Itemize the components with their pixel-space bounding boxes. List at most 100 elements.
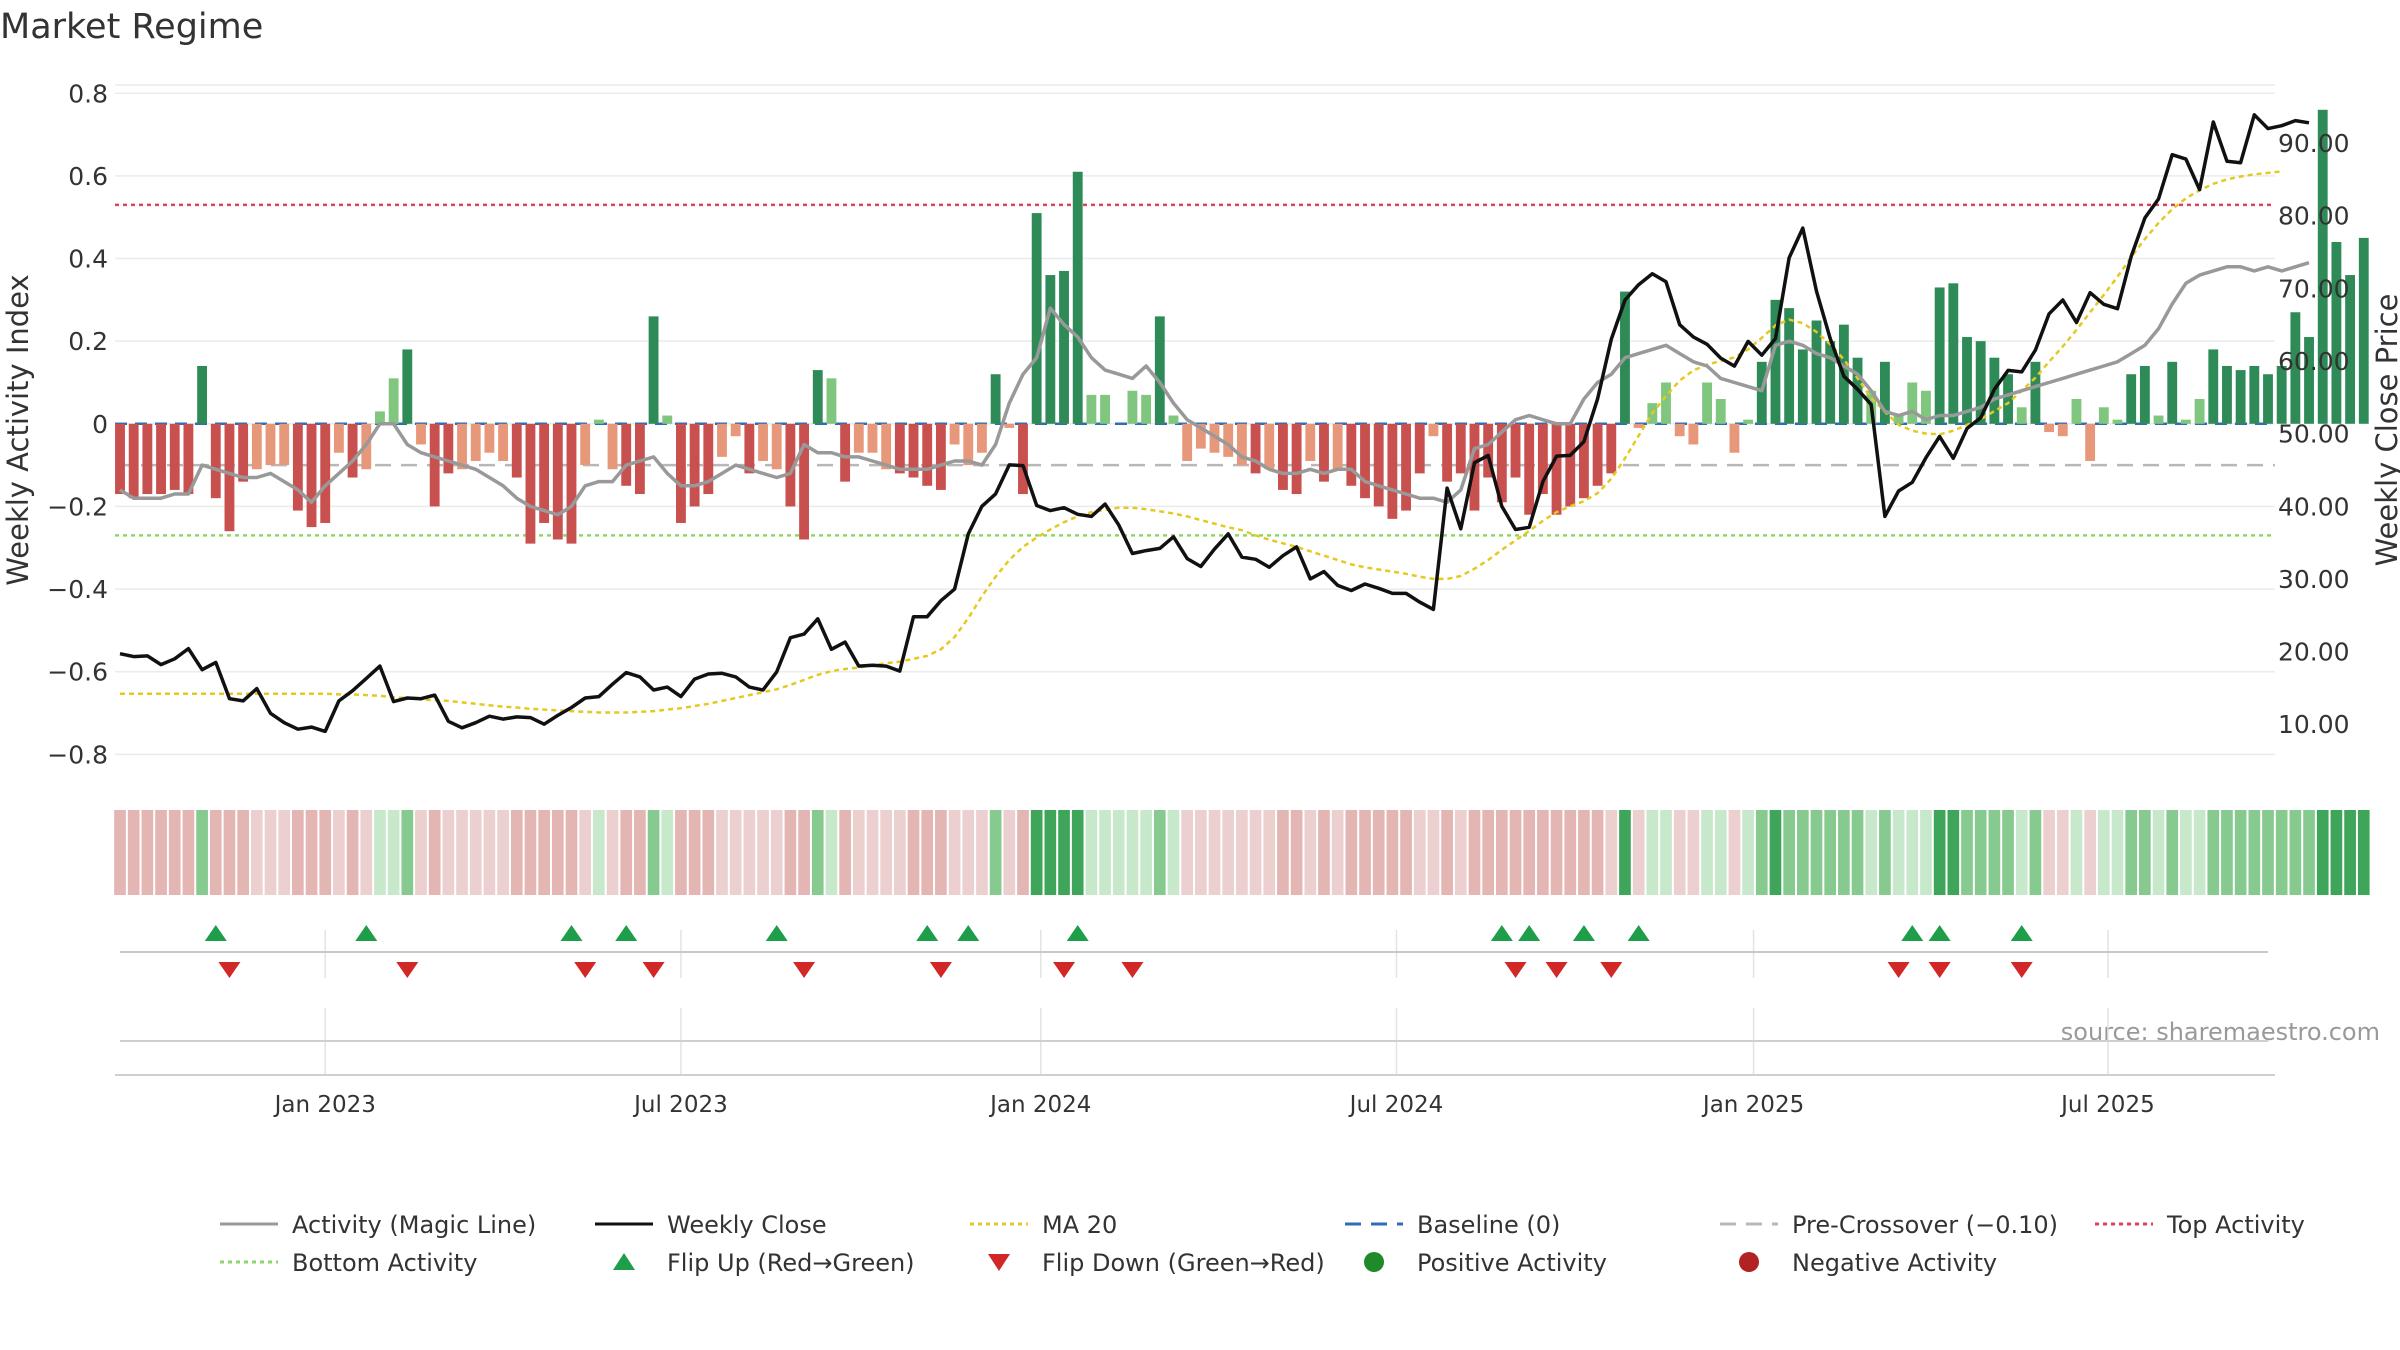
regime-cell-42 bbox=[688, 810, 701, 895]
activity-bar-64 bbox=[990, 374, 1001, 424]
right-tick-label-6: 30.00 bbox=[2278, 565, 2350, 594]
activity-bar-26 bbox=[470, 423, 481, 461]
flip-down-marker-12 bbox=[1928, 962, 1951, 978]
activity-bar-45 bbox=[730, 423, 741, 437]
activity-bar-122 bbox=[1784, 308, 1795, 424]
regime-cell-34 bbox=[579, 810, 592, 895]
activity-bar-89 bbox=[1332, 423, 1343, 470]
activity-bar-35 bbox=[593, 419, 604, 424]
regime-cell-160 bbox=[2303, 810, 2315, 895]
regime-cell-70 bbox=[1071, 810, 1084, 895]
legend-item-5: Top Activity bbox=[2095, 1211, 2305, 1239]
activity-bar-29 bbox=[511, 423, 522, 478]
activity-bar-144 bbox=[2085, 423, 2096, 461]
regime-cell-60 bbox=[935, 810, 947, 895]
regime-cell-124 bbox=[1810, 810, 1823, 895]
regime-cell-33 bbox=[565, 810, 578, 895]
activity-bar-115 bbox=[1688, 423, 1699, 445]
right-tick-label-8: 10.00 bbox=[2278, 710, 2350, 739]
activity-bar-20 bbox=[388, 378, 399, 424]
activity-bar-85 bbox=[1278, 423, 1288, 490]
activity-bar-133 bbox=[1934, 287, 1945, 424]
activity-bar-107 bbox=[1578, 423, 1589, 499]
activity-bar-138 bbox=[2003, 374, 2013, 424]
activity-bar-162 bbox=[2331, 242, 2342, 424]
activity-bar-94 bbox=[1401, 423, 1411, 511]
activity-bar-28 bbox=[498, 423, 509, 461]
regime-cell-37 bbox=[620, 810, 633, 895]
activity-bar-16 bbox=[333, 423, 344, 453]
activity-bar-27 bbox=[484, 423, 495, 453]
flip-up-marker-8 bbox=[1490, 925, 1513, 941]
activity-bar-121 bbox=[1770, 299, 1781, 424]
legend-item-10: Negative Activity bbox=[1739, 1249, 1997, 1277]
activity-bar-141 bbox=[2044, 423, 2055, 433]
regime-cell-8 bbox=[223, 810, 236, 895]
regime-cell-27 bbox=[483, 810, 496, 895]
regime-cell-36 bbox=[606, 810, 619, 895]
regime-cell-87 bbox=[1304, 810, 1317, 895]
regime-cell-19 bbox=[374, 810, 386, 895]
activity-bar-81 bbox=[1223, 423, 1234, 457]
activity-bar-97 bbox=[1442, 423, 1453, 482]
flip-down-marker-1 bbox=[396, 962, 419, 978]
activity-bar-155 bbox=[2235, 370, 2246, 424]
regime-cell-63 bbox=[976, 810, 988, 895]
activity-bar-6 bbox=[197, 365, 208, 424]
regime-cell-3 bbox=[155, 810, 167, 895]
activity-bar-120 bbox=[1756, 361, 1767, 424]
activity-bar-53 bbox=[840, 423, 851, 482]
regime-cell-126 bbox=[1838, 810, 1850, 895]
legend-label-4: Pre-Crossover (−0.10) bbox=[1792, 1211, 2058, 1239]
flip-up-marker-1 bbox=[355, 925, 378, 941]
regime-cell-89 bbox=[1331, 810, 1344, 895]
regime-cell-49 bbox=[784, 810, 797, 895]
regime-cell-81 bbox=[1222, 810, 1235, 895]
regime-cell-140 bbox=[2029, 810, 2042, 895]
regime-cell-7 bbox=[209, 810, 222, 895]
activity-bar-140 bbox=[2030, 361, 2041, 424]
regime-cell-44 bbox=[716, 810, 728, 895]
regime-cell-96 bbox=[1427, 810, 1440, 895]
regime-cell-56 bbox=[880, 810, 893, 895]
legend-swatch-9 bbox=[1364, 1252, 1384, 1272]
regime-cell-153 bbox=[2207, 810, 2220, 895]
regime-cell-71 bbox=[1085, 810, 1098, 895]
activity-bar-82 bbox=[1236, 423, 1247, 466]
activity-bar-152 bbox=[2194, 399, 2205, 424]
activity-bar-103 bbox=[1524, 423, 1535, 515]
regime-cell-82 bbox=[1236, 810, 1248, 895]
activity-bar-79 bbox=[1195, 423, 1206, 449]
regime-cell-147 bbox=[2125, 810, 2138, 895]
right-tick-label-2: 70.00 bbox=[2278, 274, 2350, 303]
right-tick-label-0: 90.00 bbox=[2278, 129, 2350, 158]
activity-bar-135 bbox=[1962, 337, 1972, 424]
activity-bar-83 bbox=[1250, 423, 1261, 474]
legend-item-9: Positive Activity bbox=[1364, 1249, 1607, 1277]
activity-bar-87 bbox=[1305, 423, 1316, 461]
activity-bar-62 bbox=[963, 423, 974, 466]
regime-cell-50 bbox=[798, 810, 810, 895]
activity-bar-69 bbox=[1059, 270, 1069, 424]
regime-cell-139 bbox=[2015, 810, 2028, 895]
flip-up-marker-6 bbox=[957, 925, 980, 941]
activity-bar-50 bbox=[799, 423, 810, 540]
regime-cell-100 bbox=[1482, 810, 1494, 895]
activity-bar-60 bbox=[935, 423, 946, 490]
activity-bar-21 bbox=[402, 349, 413, 424]
activity-bar-59 bbox=[922, 423, 933, 486]
activity-bar-39 bbox=[648, 316, 659, 424]
regime-cell-133 bbox=[1933, 810, 1946, 895]
regime-cell-138 bbox=[2002, 810, 2014, 895]
activity-bar-68 bbox=[1045, 275, 1056, 424]
ma20-line bbox=[120, 170, 2282, 714]
legend-swatch-7 bbox=[613, 1253, 635, 1270]
x-tick-label-5: Jul 2025 bbox=[2059, 1092, 2155, 1118]
legend-label-1: Weekly Close bbox=[667, 1211, 827, 1239]
activity-bar-46 bbox=[744, 423, 755, 474]
regime-cell-21 bbox=[401, 810, 414, 895]
activity-bar-10 bbox=[251, 423, 262, 470]
regime-cell-125 bbox=[1824, 810, 1837, 895]
regime-cell-79 bbox=[1195, 810, 1207, 895]
x-tick-label-2: Jan 2024 bbox=[988, 1092, 1091, 1118]
